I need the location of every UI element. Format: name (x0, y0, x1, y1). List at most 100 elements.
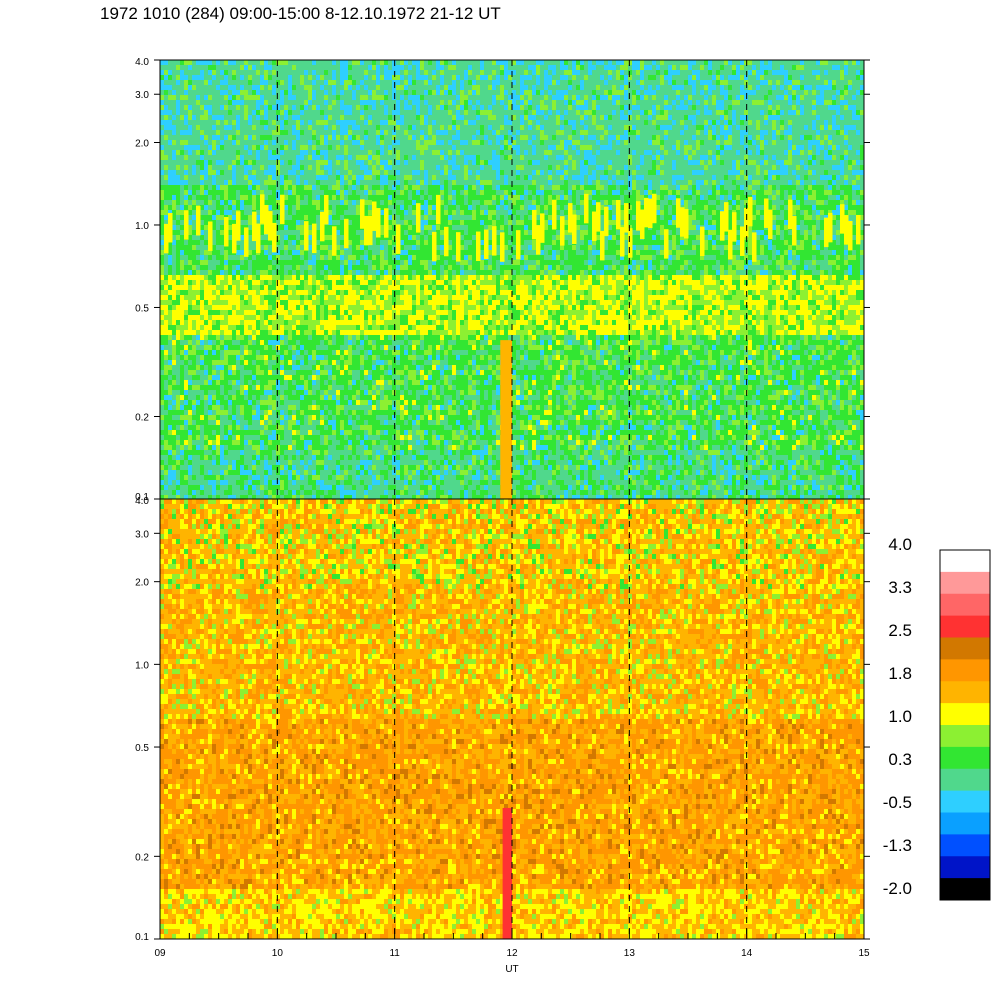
heatmap-cell (160, 285, 165, 291)
heatmap-cell (312, 365, 317, 371)
heatmap-cell (168, 160, 173, 166)
heatmap-cell (272, 280, 277, 286)
heatmap-cell (376, 375, 381, 381)
heatmap-cell (228, 420, 233, 426)
heatmap-cell (228, 125, 233, 131)
heatmap-cell (380, 175, 385, 181)
heatmap-cell (308, 355, 313, 361)
heatmap-cell (364, 190, 369, 196)
heatmap-cell (308, 65, 313, 71)
heatmap-cell (296, 375, 301, 381)
heatmap-cell (348, 235, 353, 241)
heatmap-cell (248, 410, 253, 416)
heatmap-cell (172, 165, 177, 171)
heatmap-cell (244, 165, 249, 171)
heatmap-cell (228, 110, 233, 116)
heatmap-cell (344, 80, 349, 86)
heatmap-cell (300, 165, 305, 171)
heatmap-cell (360, 185, 365, 191)
heatmap-cell (216, 180, 221, 186)
heatmap-cell (248, 475, 253, 481)
heatmap-cell (348, 295, 353, 301)
heatmap-cell (380, 260, 385, 266)
heatmap-cell (372, 325, 377, 331)
heatmap-cell (264, 430, 269, 436)
heatmap-cell (352, 415, 357, 421)
heatmap-cell (376, 205, 381, 211)
heatmap-cell (336, 90, 341, 96)
heatmap-cell (192, 235, 197, 241)
heatmap-cell (272, 320, 277, 326)
heatmap-cell (160, 175, 165, 181)
heatmap-cell (192, 335, 197, 341)
heatmap-cell (292, 295, 297, 301)
heatmap-cell (200, 250, 205, 256)
heatmap-cell (224, 390, 229, 396)
heatmap-cell (208, 210, 213, 216)
heatmap-cell (236, 455, 241, 461)
heatmap-cell (296, 185, 301, 191)
heatmap-cell (284, 90, 289, 96)
heatmap-cell (180, 315, 185, 321)
heatmap-cell (204, 75, 209, 81)
heatmap-cell (360, 95, 365, 101)
heatmap-cell (172, 255, 177, 261)
heatmap-cell (256, 155, 261, 161)
heatmap-cell (372, 255, 377, 261)
heatmap-cell (300, 460, 305, 466)
heatmap-cell (240, 110, 245, 116)
heatmap-cell (324, 125, 329, 131)
heatmap-cell (312, 290, 317, 296)
heatmap-cell (240, 130, 245, 136)
heatmap-cell (268, 285, 273, 291)
heatmap-cell (356, 325, 361, 331)
heatmap-cell (276, 190, 281, 196)
heatmap-cell (272, 420, 277, 426)
heatmap-cell (368, 295, 373, 301)
heatmap-cell (200, 490, 205, 496)
heatmap-cell (292, 465, 297, 471)
heatmap-cell (284, 235, 289, 241)
heatmap-cell (168, 420, 173, 426)
heatmap-cell (292, 95, 297, 101)
heatmap-cell (364, 155, 369, 161)
heatmap-cell (224, 380, 229, 386)
heatmap-cell (360, 490, 365, 496)
heatmap-cell (192, 165, 197, 171)
heatmap-cell (160, 250, 165, 256)
heatmap-cell (364, 130, 369, 136)
heatmap-cell (372, 135, 377, 141)
heatmap-cell (184, 335, 189, 341)
heatmap-cell (380, 305, 385, 311)
heatmap-cell (268, 330, 273, 336)
heatmap-cell (188, 275, 193, 281)
heatmap-cell (224, 130, 229, 136)
heatmap-cell (248, 245, 253, 251)
heatmap-cell (216, 290, 221, 296)
heatmap-cell (360, 440, 365, 446)
heatmap-cell (300, 410, 305, 416)
heatmap-cell (300, 245, 305, 251)
heatmap-cell (236, 240, 241, 246)
heatmap-cell (172, 385, 177, 391)
heatmap-cell (376, 310, 381, 316)
heatmap-cell (296, 285, 301, 291)
heatmap-cell (184, 110, 189, 116)
heatmap-cell (356, 155, 361, 161)
heatmap-cell (360, 450, 365, 456)
heatmap-cell (284, 390, 289, 396)
heatmap-cell (244, 315, 249, 321)
heatmap-cell (240, 275, 245, 281)
heatmap-cell (328, 365, 333, 371)
heatmap-cell (288, 255, 293, 261)
heatmap-cell (188, 380, 193, 386)
heatmap-cell (264, 340, 269, 346)
heatmap-cell (304, 175, 309, 181)
heatmap-cell (192, 295, 197, 301)
heatmap-cell (308, 265, 313, 271)
heatmap-cell (224, 255, 229, 261)
heatmap-cell (256, 170, 261, 176)
heatmap-cell (360, 330, 365, 336)
heatmap-cell (236, 445, 241, 451)
heatmap-cell (288, 415, 293, 421)
